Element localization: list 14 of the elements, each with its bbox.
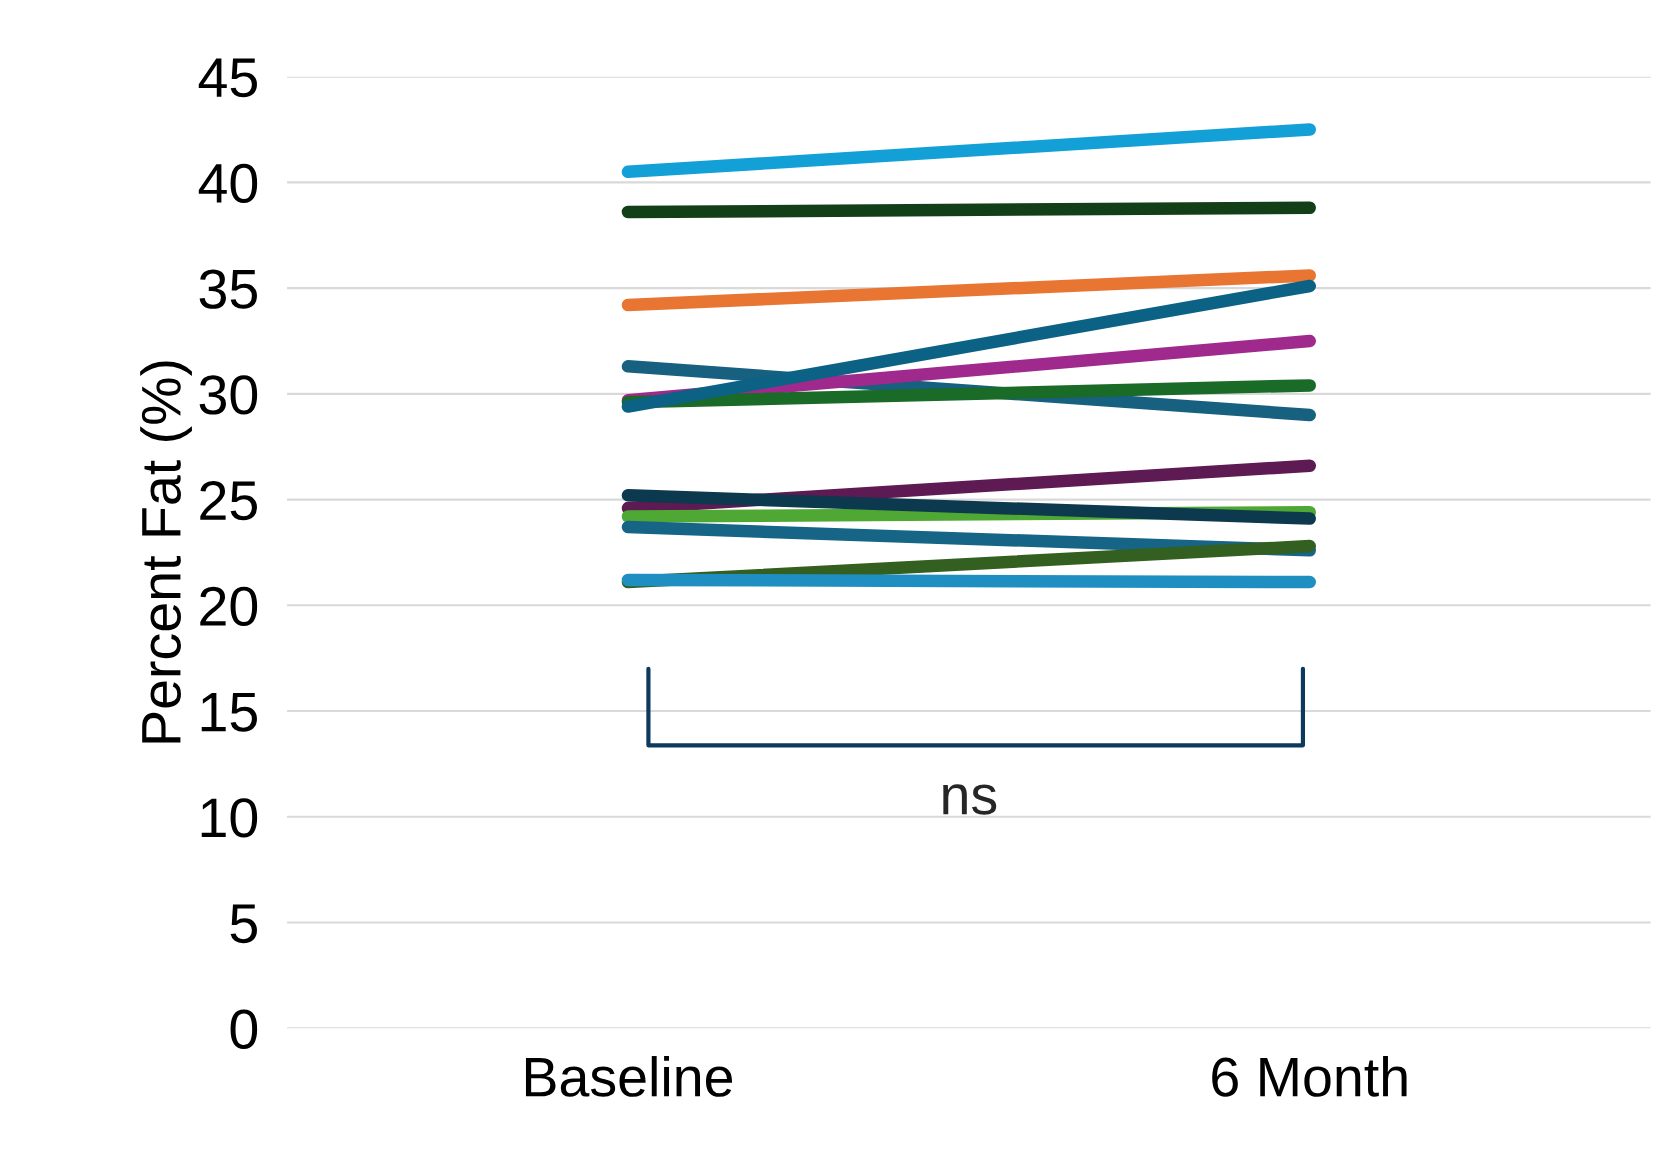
y-tick-label: 45 bbox=[198, 58, 257, 98]
y-tick-label: 40 bbox=[198, 163, 258, 204]
y-tick-label: 10 bbox=[201, 798, 258, 838]
y-tick-label: 30 bbox=[199, 375, 258, 415]
y-tick-label: 15 bbox=[201, 692, 257, 732]
y-tick-label: 35 bbox=[199, 269, 257, 309]
y-tick-label: 0 bbox=[230, 1009, 258, 1049]
annotation: ns bbox=[943, 784, 997, 815]
x-tick-label: 6 Month bbox=[1212, 1056, 1407, 1097]
y-tick-label: 25 bbox=[200, 480, 257, 521]
y-tick-label: 20 bbox=[200, 586, 258, 626]
x-tick-label: Baseline bbox=[525, 1056, 733, 1097]
y-tick-label: 5 bbox=[230, 904, 257, 944]
y-axis-title: Percent Fat (%) bbox=[140, 361, 192, 743]
